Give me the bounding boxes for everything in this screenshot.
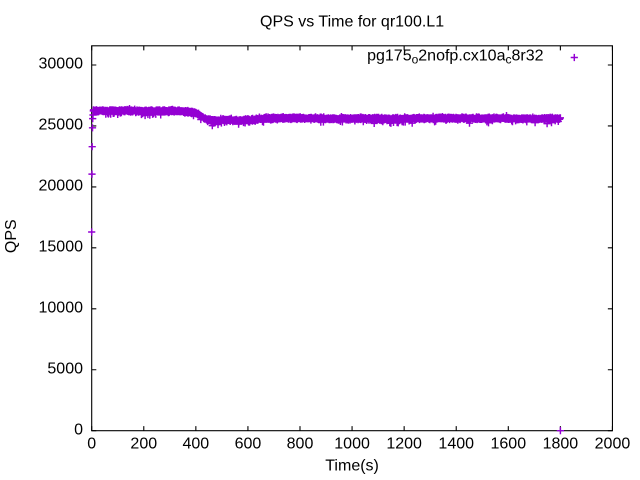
- svg-text:30000: 30000: [39, 56, 84, 73]
- svg-text:400: 400: [182, 436, 209, 453]
- svg-text:15000: 15000: [39, 238, 84, 255]
- svg-text:20000: 20000: [39, 178, 84, 195]
- svg-text:600: 600: [235, 436, 262, 453]
- svg-text:QPS: QPS: [3, 219, 20, 253]
- svg-text:pg175o2nofp.cx10ac8r32: pg175o2nofp.cx10ac8r32: [367, 48, 544, 67]
- svg-text:5000: 5000: [47, 360, 83, 377]
- svg-text:1000: 1000: [334, 436, 370, 453]
- svg-text:25000: 25000: [39, 117, 84, 134]
- svg-text:2000: 2000: [595, 436, 631, 453]
- svg-text:1400: 1400: [438, 436, 474, 453]
- svg-text:QPS vs Time for qr100.L1: QPS vs Time for qr100.L1: [260, 13, 444, 30]
- svg-text:200: 200: [130, 436, 157, 453]
- svg-text:1600: 1600: [491, 436, 527, 453]
- svg-text:10000: 10000: [39, 299, 84, 316]
- svg-text:1200: 1200: [386, 436, 422, 453]
- svg-text:800: 800: [287, 436, 314, 453]
- svg-text:1800: 1800: [543, 436, 579, 453]
- svg-text:0: 0: [74, 421, 83, 438]
- svg-text:0: 0: [87, 436, 96, 453]
- svg-text:Time(s): Time(s): [325, 458, 379, 475]
